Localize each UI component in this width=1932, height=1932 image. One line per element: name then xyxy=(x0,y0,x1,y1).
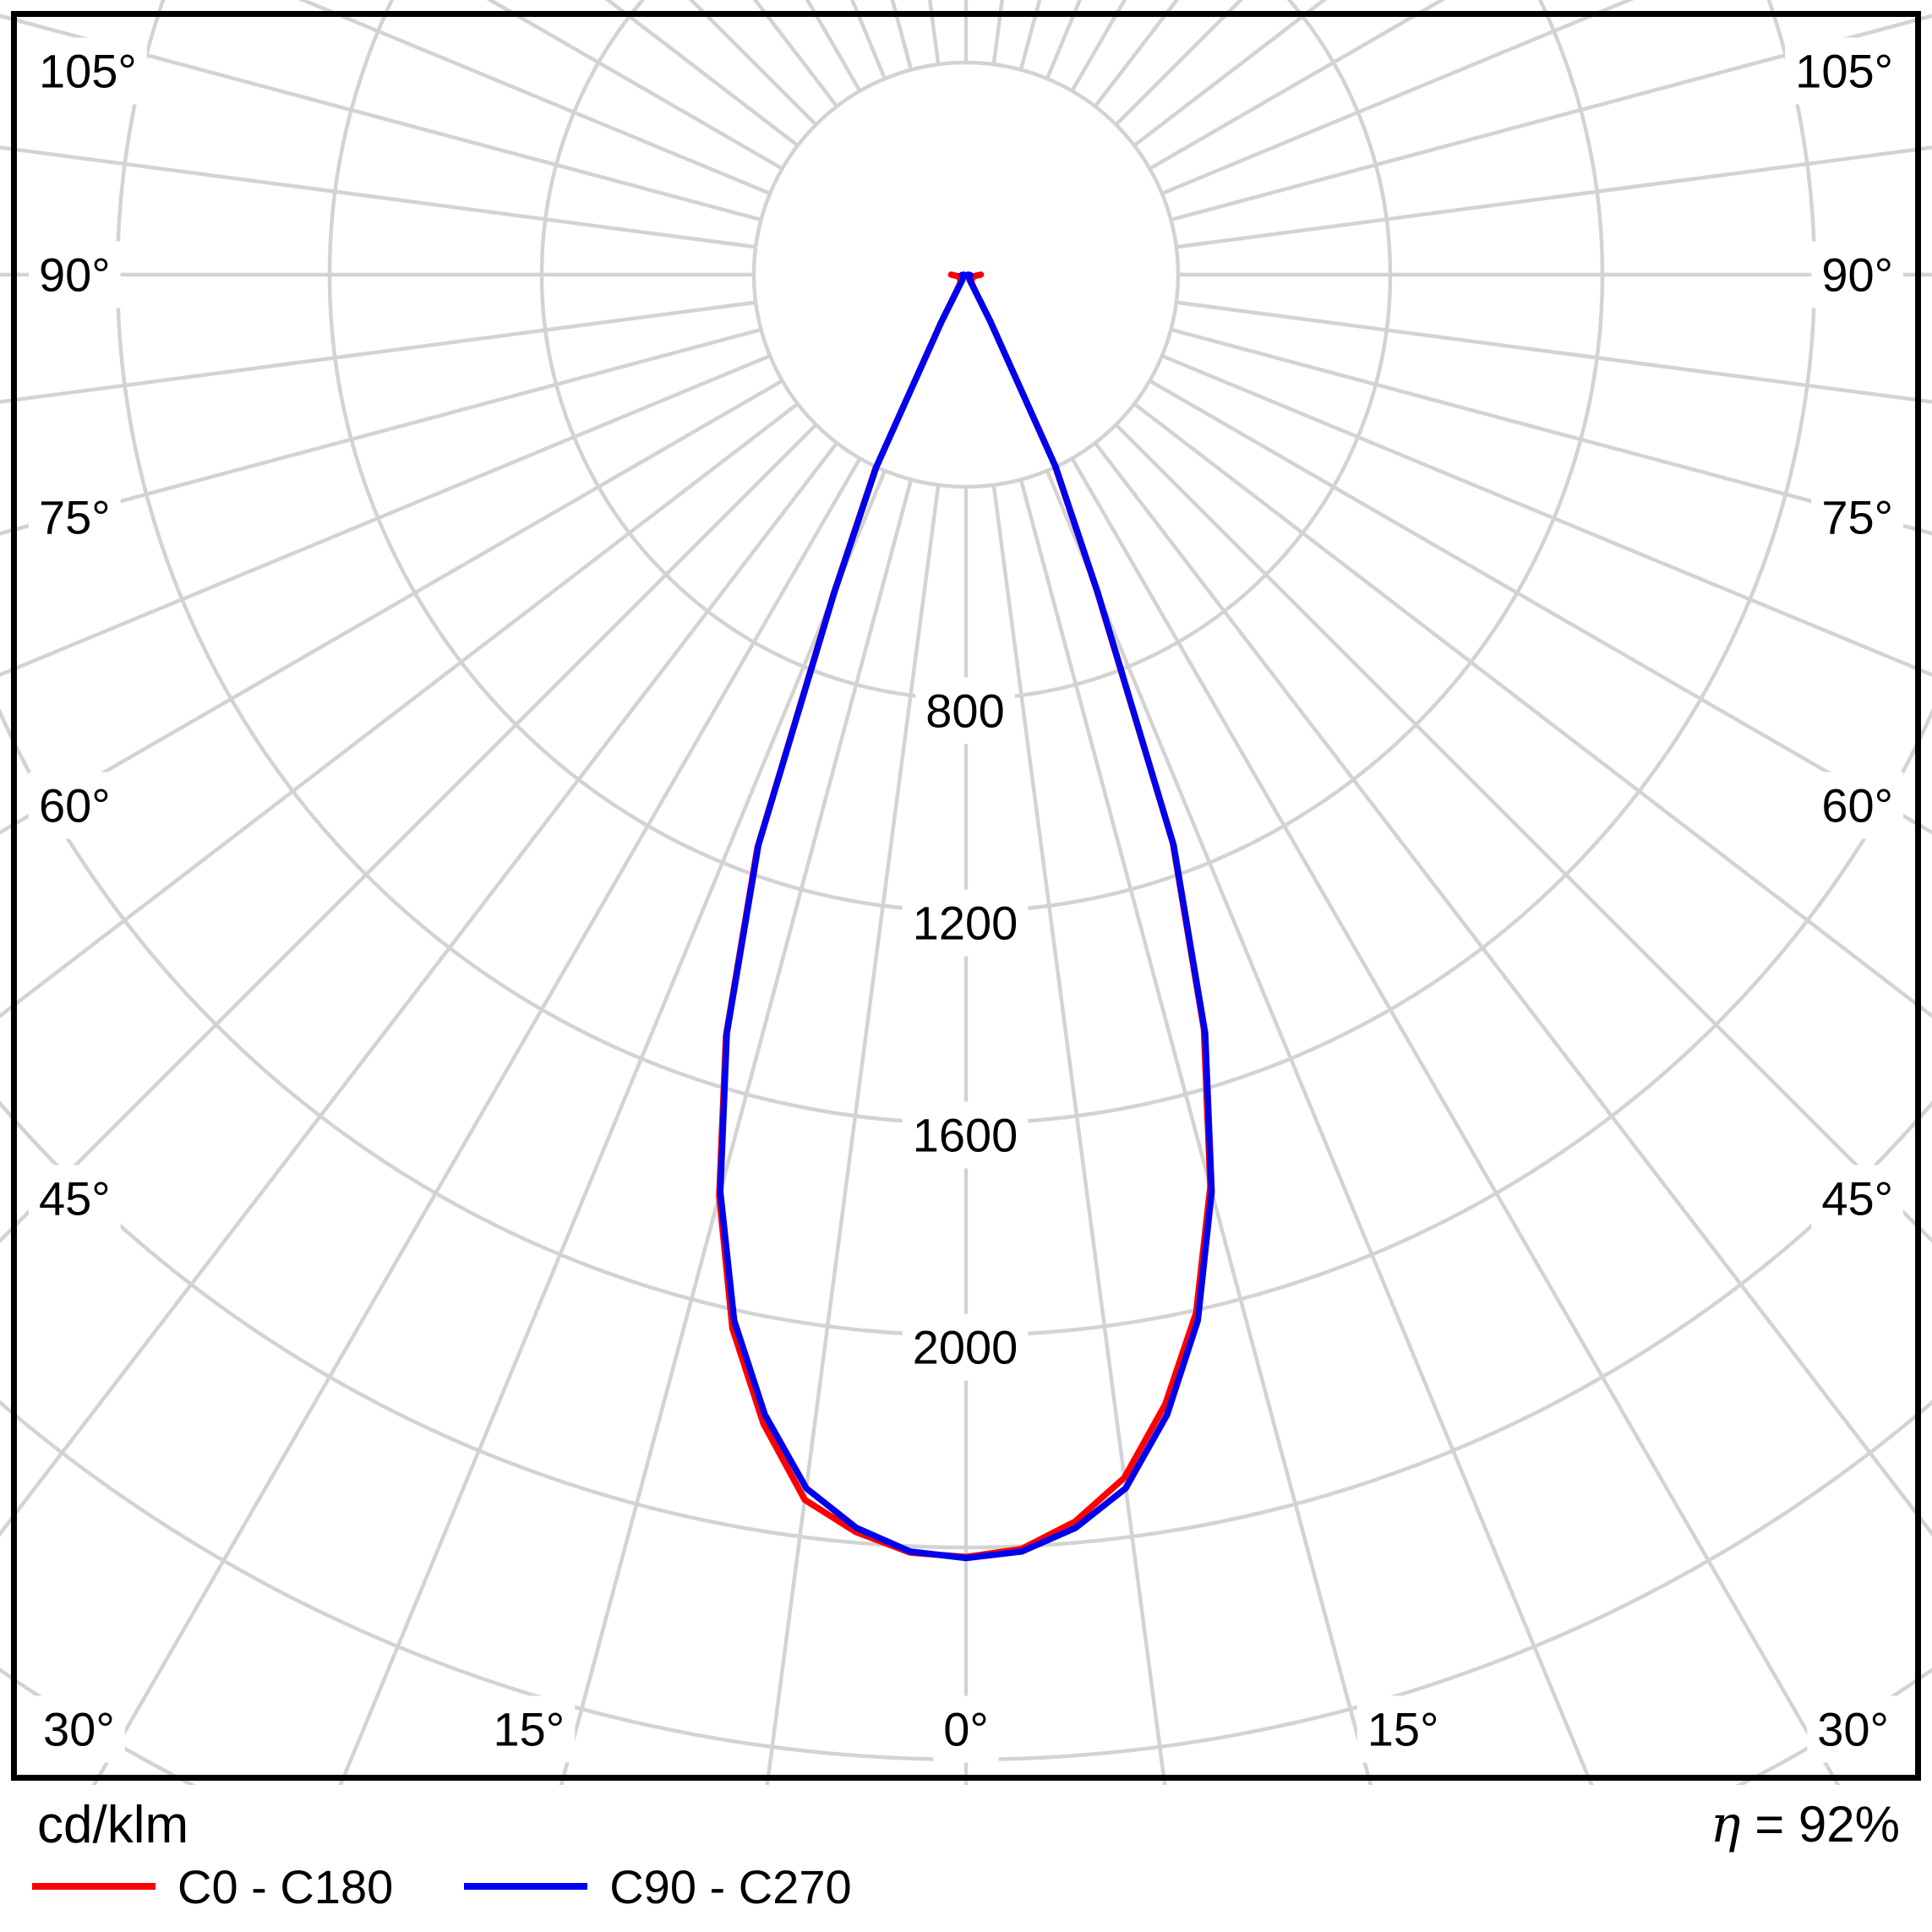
label-mask xyxy=(29,37,147,105)
grid-spoke-277.5 xyxy=(0,300,756,404)
label-mask xyxy=(29,772,121,839)
label-mask xyxy=(33,1695,125,1763)
grid-spoke-105 xyxy=(1171,14,1932,222)
grid-spoke-285 xyxy=(0,327,761,536)
legend-swatch-c0-c180 xyxy=(32,1883,156,1890)
grid-spoke-7.5 xyxy=(991,484,1167,1785)
label-mask xyxy=(29,1165,121,1232)
angle-label-105-left: 105° xyxy=(39,45,137,98)
angle-label-45-left: 45° xyxy=(39,1172,111,1225)
label-mask xyxy=(915,677,1015,745)
legend: C0 - C180 C90 - C270 xyxy=(32,1859,923,1913)
grid-spoke-330 xyxy=(91,457,862,1785)
angle-label-90-left: 90° xyxy=(39,248,111,302)
grid-spoke-112.5 xyxy=(1161,0,1635,195)
ring-label-800: 800 xyxy=(925,685,1004,738)
label-mask xyxy=(902,1313,1029,1381)
angle-label-0: 0° xyxy=(943,1703,989,1756)
grid-spoke-60 xyxy=(1149,379,1932,835)
grid-spoke-15 xyxy=(1018,479,1373,1785)
unit-label: cd/klm xyxy=(37,1796,189,1854)
grid-spoke-30 xyxy=(1070,457,1841,1785)
angle-label-75-left: 75° xyxy=(39,491,111,544)
ring-label-1600: 1600 xyxy=(913,1109,1018,1162)
grid-spoke-352.5 xyxy=(765,484,941,1785)
label-mask xyxy=(29,241,121,308)
grid-spoke-37.5 xyxy=(1094,441,1932,1537)
grid-spoke-337.5 xyxy=(338,470,887,1785)
grid-spoke-255 xyxy=(0,14,761,222)
grid-spoke-45 xyxy=(1115,423,1932,1244)
angle-label-60-left: 60° xyxy=(39,779,111,832)
curve-c90-c270 xyxy=(717,271,1215,1562)
grid-spoke-247.5 xyxy=(297,0,771,195)
eta-value: = 92% xyxy=(1740,1796,1900,1853)
grid-spoke-345 xyxy=(559,479,914,1785)
ring-label-1200: 1200 xyxy=(913,897,1018,950)
grid-spoke-52.5 xyxy=(1132,402,1932,1018)
chart-frame xyxy=(11,11,1921,1781)
label-mask xyxy=(933,1695,999,1763)
grid-spoke-322.5 xyxy=(0,441,838,1537)
grid-spoke-165 xyxy=(1018,0,1042,70)
grid-spoke-315 xyxy=(0,423,817,1244)
grid-spoke-307.5 xyxy=(0,402,800,1018)
angle-label-30-left: 30° xyxy=(43,1703,115,1756)
label-mask xyxy=(902,1101,1029,1169)
grid-spoke-22.5 xyxy=(1045,470,1594,1785)
legend-swatch-c90-c270 xyxy=(464,1883,588,1890)
angle-label-75-right: 75° xyxy=(1821,491,1893,544)
legend-label-c90-c270: C90 - C270 xyxy=(609,1859,852,1913)
grid-spoke-292.5 xyxy=(0,354,771,677)
label-mask xyxy=(483,1695,576,1763)
grid-spoke-300 xyxy=(0,379,783,835)
grid-spoke-75 xyxy=(1171,327,1932,536)
grid-spoke-97.5 xyxy=(1176,145,1932,249)
angle-label-90-right: 90° xyxy=(1821,248,1893,302)
angle-label-45-right: 45° xyxy=(1821,1172,1893,1225)
label-mask xyxy=(902,889,1029,957)
label-mask xyxy=(1811,483,1903,551)
grid-spoke-262.5 xyxy=(0,145,756,249)
label-mask xyxy=(29,483,121,551)
label-mask xyxy=(1356,1695,1449,1763)
grid-spoke-67.5 xyxy=(1161,354,1932,677)
label-mask xyxy=(1811,772,1903,839)
legend-label-c0-c180: C0 - C180 xyxy=(177,1859,394,1913)
ring-label-2000: 2000 xyxy=(913,1321,1018,1374)
angle-label-30-right: 30° xyxy=(1817,1703,1889,1756)
eta-symbol: η xyxy=(1710,1795,1741,1854)
efficiency-label: η = 92% xyxy=(1711,1795,1900,1854)
angle-label-15-left: 15° xyxy=(494,1703,565,1756)
label-mask xyxy=(1811,241,1903,308)
grid-spoke-82.5 xyxy=(1176,300,1932,404)
grid-ring-400 xyxy=(751,60,1181,489)
angle-label-15-right: 15° xyxy=(1367,1703,1439,1756)
grid-spoke-195 xyxy=(890,0,914,70)
label-mask xyxy=(1811,1165,1903,1232)
angle-label-60-right: 60° xyxy=(1821,779,1893,832)
label-mask xyxy=(1785,37,1903,105)
angle-label-105-right: 105° xyxy=(1795,45,1893,98)
label-mask xyxy=(1807,1695,1899,1763)
